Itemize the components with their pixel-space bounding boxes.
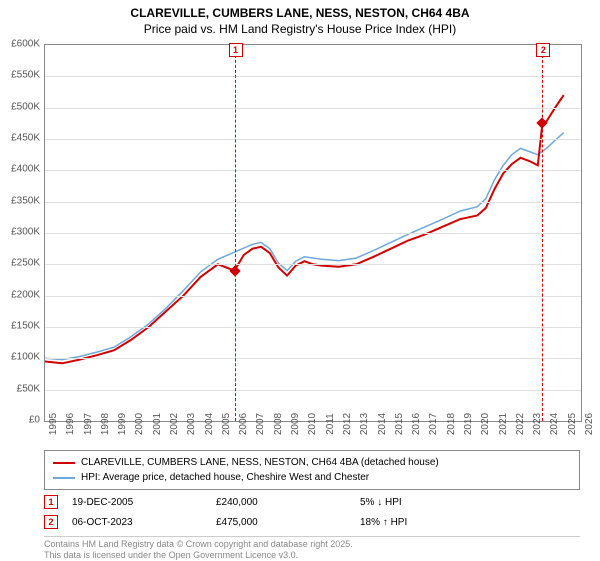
gridline bbox=[45, 170, 581, 171]
plot-area: 12 bbox=[44, 44, 582, 422]
xtick-label: 2019 bbox=[463, 413, 474, 435]
gridline bbox=[45, 390, 581, 391]
xtick-label: 2005 bbox=[221, 413, 232, 435]
xtick-label: 2014 bbox=[377, 413, 388, 435]
chart-subtitle: Price paid vs. HM Land Registry's House … bbox=[0, 22, 600, 40]
ytick-label: £450K bbox=[0, 133, 40, 144]
xtick-label: 2009 bbox=[290, 413, 301, 435]
xtick-label: 2015 bbox=[394, 413, 405, 435]
xtick-label: 2025 bbox=[567, 413, 578, 435]
xtick-label: 2001 bbox=[152, 413, 163, 435]
legend-item: CLAREVILLE, CUMBERS LANE, NESS, NESTON, … bbox=[53, 455, 571, 470]
legend-item: HPI: Average price, detached house, Ches… bbox=[53, 470, 571, 485]
chart-container: CLAREVILLE, CUMBERS LANE, NESS, NESTON, … bbox=[0, 0, 600, 560]
xtick-label: 2007 bbox=[255, 413, 266, 435]
chart-title: CLAREVILLE, CUMBERS LANE, NESS, NESTON, … bbox=[0, 0, 600, 22]
sale-date: 19-DEC-2005 bbox=[72, 497, 202, 508]
xtick-label: 2000 bbox=[134, 413, 145, 435]
xtick-label: 2021 bbox=[498, 413, 509, 435]
ytick-label: £100K bbox=[0, 352, 40, 363]
sale-marker-box: 1 bbox=[229, 43, 243, 57]
sale-row: 2 06-OCT-2023 £475,000 18% ↑ HPI bbox=[44, 512, 580, 532]
ytick-label: £150K bbox=[0, 321, 40, 332]
xtick-label: 2020 bbox=[480, 413, 491, 435]
ytick-label: £250K bbox=[0, 258, 40, 269]
xtick-label: 1995 bbox=[48, 413, 59, 435]
gridline bbox=[45, 108, 581, 109]
xtick-label: 1999 bbox=[117, 413, 128, 435]
footnote-line: Contains HM Land Registry data © Crown c… bbox=[44, 539, 580, 550]
xtick-label: 2017 bbox=[428, 413, 439, 435]
legend-label: HPI: Average price, detached house, Ches… bbox=[81, 470, 369, 485]
xtick-label: 1998 bbox=[100, 413, 111, 435]
sale-hpi: 5% ↓ HPI bbox=[360, 497, 470, 508]
gridline bbox=[45, 358, 581, 359]
xtick-label: 2023 bbox=[532, 413, 543, 435]
ytick-label: £300K bbox=[0, 227, 40, 238]
xtick-label: 2024 bbox=[549, 413, 560, 435]
xtick-label: 1997 bbox=[83, 413, 94, 435]
legend-swatch bbox=[53, 477, 75, 479]
sale-price: £475,000 bbox=[216, 517, 346, 528]
sale-row: 1 19-DEC-2005 £240,000 5% ↓ HPI bbox=[44, 492, 580, 512]
sale-date: 06-OCT-2023 bbox=[72, 517, 202, 528]
ytick-label: £600K bbox=[0, 39, 40, 50]
legend-swatch bbox=[53, 462, 75, 464]
gridline bbox=[45, 296, 581, 297]
ytick-label: £550K bbox=[0, 70, 40, 81]
ytick-label: £0 bbox=[0, 415, 40, 426]
xtick-label: 2006 bbox=[238, 413, 249, 435]
xtick-label: 2008 bbox=[273, 413, 284, 435]
xtick-label: 2002 bbox=[169, 413, 180, 435]
xtick-label: 2016 bbox=[411, 413, 422, 435]
sale-marker-box: 2 bbox=[536, 43, 550, 57]
xtick-label: 2022 bbox=[515, 413, 526, 435]
xtick-label: 2012 bbox=[342, 413, 353, 435]
xtick-label: 2010 bbox=[307, 413, 318, 435]
gridline bbox=[45, 264, 581, 265]
footnote-line: This data is licensed under the Open Gov… bbox=[44, 550, 580, 561]
ytick-label: £500K bbox=[0, 101, 40, 112]
sale-marker-icon: 1 bbox=[44, 495, 58, 509]
xtick-label: 2013 bbox=[359, 413, 370, 435]
sale-marker-line bbox=[542, 45, 543, 421]
xtick-label: 1996 bbox=[65, 413, 76, 435]
xtick-label: 2011 bbox=[325, 413, 336, 435]
series-hpi bbox=[45, 133, 564, 360]
gridline bbox=[45, 76, 581, 77]
xtick-label: 2018 bbox=[446, 413, 457, 435]
xtick-label: 2003 bbox=[186, 413, 197, 435]
footnote: Contains HM Land Registry data © Crown c… bbox=[44, 536, 580, 561]
ytick-label: £50K bbox=[0, 383, 40, 394]
sale-marker-icon: 2 bbox=[44, 515, 58, 529]
sale-price: £240,000 bbox=[216, 497, 346, 508]
ytick-label: £200K bbox=[0, 289, 40, 300]
gridline bbox=[45, 139, 581, 140]
sale-marker-line bbox=[235, 45, 236, 421]
ytick-label: £350K bbox=[0, 195, 40, 206]
legend: CLAREVILLE, CUMBERS LANE, NESS, NESTON, … bbox=[44, 450, 580, 490]
gridline bbox=[45, 233, 581, 234]
xtick-label: 2004 bbox=[204, 413, 215, 435]
gridline bbox=[45, 327, 581, 328]
xtick-label: 2026 bbox=[584, 413, 595, 435]
legend-label: CLAREVILLE, CUMBERS LANE, NESS, NESTON, … bbox=[81, 455, 439, 470]
ytick-label: £400K bbox=[0, 164, 40, 175]
sale-hpi: 18% ↑ HPI bbox=[360, 517, 470, 528]
gridline bbox=[45, 202, 581, 203]
series-property bbox=[45, 95, 564, 363]
sale-details: 1 19-DEC-2005 £240,000 5% ↓ HPI 2 06-OCT… bbox=[44, 492, 580, 532]
